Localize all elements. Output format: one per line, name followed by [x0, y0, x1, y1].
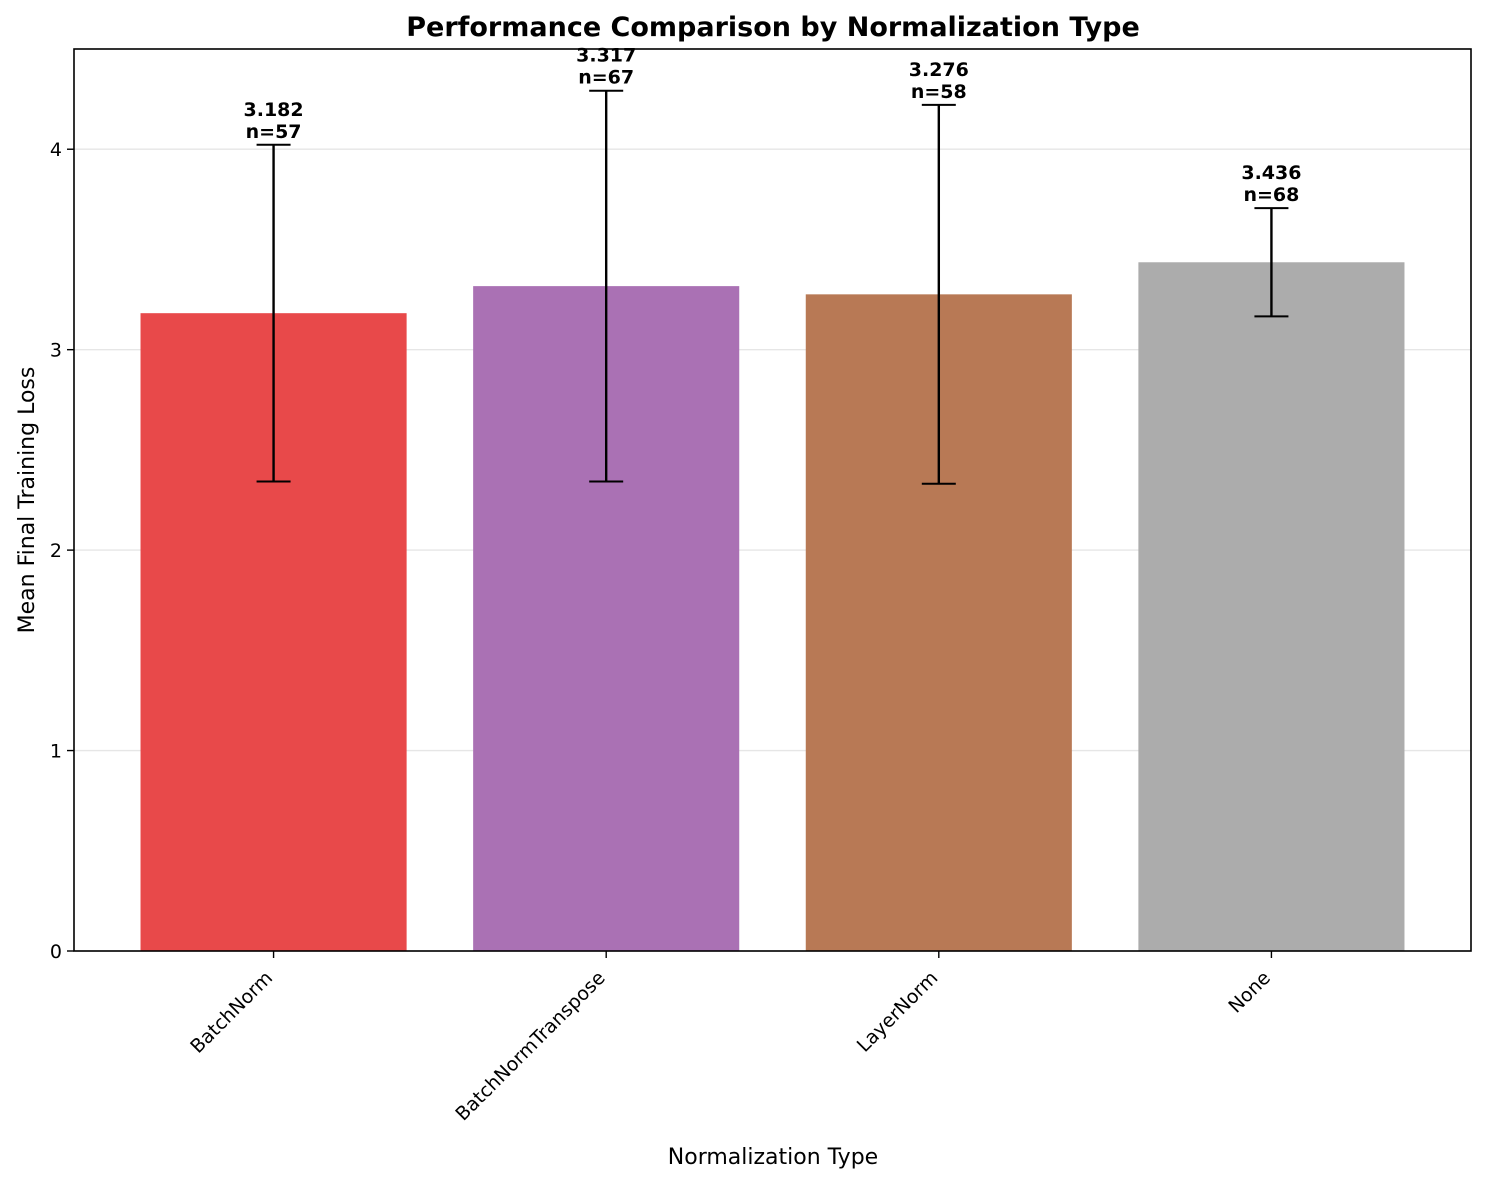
x-tick-label: LayerNorm: [853, 967, 943, 1057]
value-label: 3.182: [244, 99, 304, 121]
count-label: n=68: [1243, 184, 1299, 206]
count-label: n=57: [246, 121, 302, 143]
count-label: n=58: [911, 81, 967, 103]
y-axis-ticks: 0 1 2 3 4: [50, 139, 74, 963]
count-label: n=67: [578, 67, 634, 89]
x-tick-label: BatchNorm: [186, 967, 277, 1058]
x-axis-ticks: BatchNorm BatchNormTranspose LayerNorm None: [186, 951, 1275, 1125]
x-tick-label: None: [1224, 967, 1275, 1018]
x-axis-label: Normalization Type: [668, 1145, 878, 1170]
y-tick-label: 1: [50, 741, 62, 763]
y-axis-label: Mean Final Training Loss: [15, 367, 40, 634]
error-bars: [256, 89, 1289, 485]
y-tick-label: 0: [50, 941, 62, 963]
value-label: 3.276: [909, 59, 969, 81]
bar-none: [1138, 262, 1405, 951]
plot-frame: [73, 48, 1472, 952]
chart-title: Performance Comparison by Normalization …: [406, 12, 1140, 43]
y-tick-label: 3: [50, 340, 62, 362]
y-tick-label: 4: [50, 139, 62, 161]
bars: [140, 262, 1405, 952]
y-tick-label: 2: [50, 540, 62, 562]
value-label: 3.317: [576, 45, 636, 67]
x-tick-label: BatchNormTranspose: [451, 967, 609, 1125]
value-label: 3.436: [1241, 162, 1301, 184]
